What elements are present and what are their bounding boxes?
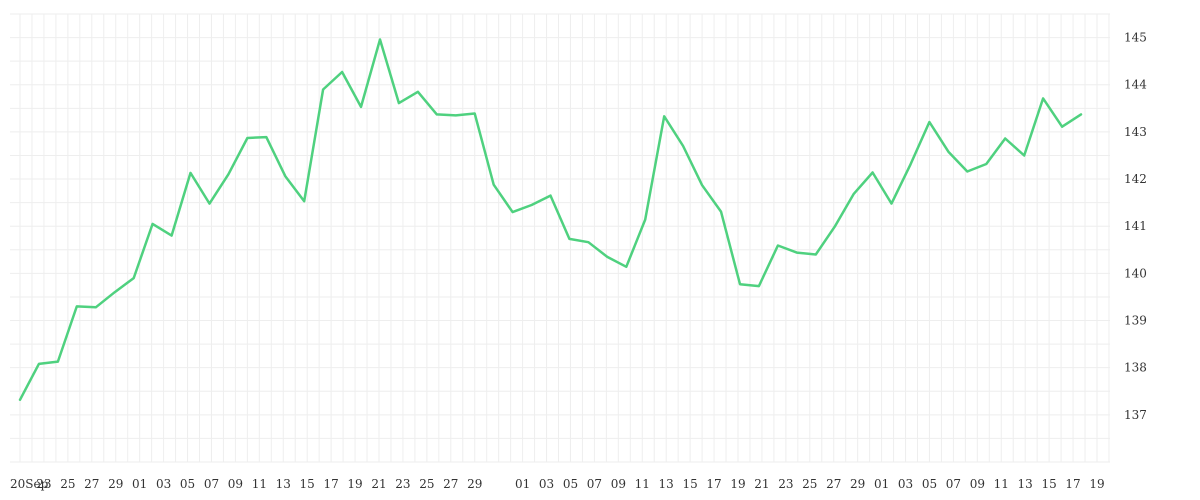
x-tick-label: 11 [994,477,1009,491]
x-tick-label: 07 [946,477,961,491]
x-tick-label: 15 [682,477,697,491]
x-tick-label: 01 [515,477,530,491]
y-tick-label: 141 [1124,219,1147,233]
series-line [18,38,1083,402]
x-tick-label: 27 [84,477,99,491]
x-tick-label: 25 [802,477,817,491]
x-tick-label: 05 [180,477,195,491]
x-tick-label: 21 [371,477,386,491]
y-tick-label: 144 [1124,78,1147,92]
x-tick-label: 29 [850,477,865,491]
x-tick-label: 13 [276,477,291,491]
x-tick-label: 23 [395,477,410,491]
y-tick-label: 142 [1124,172,1147,186]
x-tick-label: 15 [300,477,315,491]
x-tick-label: 01 [132,477,147,491]
x-tick-label: 15 [1041,477,1056,491]
x-tick-label: 20Sep [10,477,49,491]
x-tick-label: 07 [587,477,602,491]
x-tick-label: 21 [754,477,769,491]
series-layer [18,38,1083,402]
x-tick-label: 17 [323,477,338,491]
x-tick-label: 29 [467,477,482,491]
horizontal-gridlines [10,13,1110,463]
x-tick-label: 27 [443,477,458,491]
x-tick-label: 17 [706,477,721,491]
x-tick-label: 27 [826,477,841,491]
x-tick-label: 11 [252,477,267,491]
x-tick-label: 03 [156,477,171,491]
y-axis-tick-labels: 137 138 139 140 141 142 143 144 145 [1124,31,1147,422]
x-tick-label: 25 [60,477,75,491]
y-tick-label: 145 [1124,31,1147,45]
x-tick-label: 19 [1089,477,1104,491]
x-tick-label: 13 [659,477,674,491]
x-tick-label: 09 [228,477,243,491]
y-tick-label: 139 [1124,314,1147,328]
x-tick-label: 01 [874,477,889,491]
x-tick-label: 09 [611,477,626,491]
x-tick-label: 03 [898,477,913,491]
x-tick-label: 25 [419,477,434,491]
x-tick-label: 09 [970,477,985,491]
x-tick-label: 19 [347,477,362,491]
x-tick-label: 29 [108,477,123,491]
x-tick-label: 17 [1065,477,1080,491]
vertical-gridlines [19,14,1110,462]
y-tick-label: 137 [1124,408,1147,422]
x-tick-label: 05 [563,477,578,491]
x-tick-label: 23 [36,477,51,491]
x-tick-label: 23 [778,477,793,491]
x-tick-label: 11 [635,477,650,491]
y-tick-label: 138 [1124,361,1147,375]
x-tick-label: 07 [204,477,219,491]
x-tick-label: 03 [539,477,554,491]
x-tick-label: 19 [730,477,745,491]
y-tick-label: 140 [1124,266,1147,280]
x-tick-label: 05 [922,477,937,491]
y-tick-label: 143 [1124,125,1147,139]
x-tick-label: 13 [1018,477,1033,491]
